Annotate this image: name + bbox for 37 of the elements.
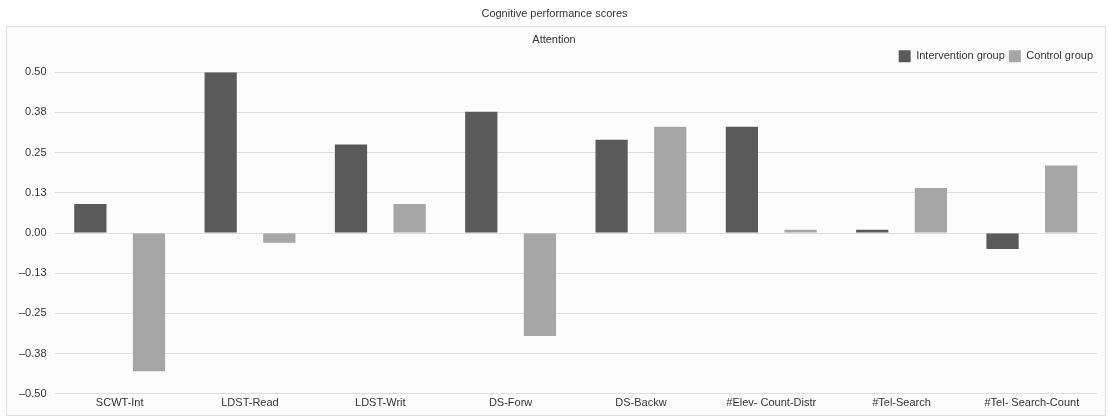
y-tick-label: –0.50 [19, 386, 47, 399]
bar [784, 229, 817, 233]
bar [595, 139, 628, 233]
bar [74, 204, 107, 233]
bar [523, 233, 557, 336]
x-tick-label: #Tel-Search [872, 396, 931, 409]
y-tick-label: –0.38 [19, 346, 47, 359]
y-tick-label: –0.13 [19, 266, 47, 279]
bar [856, 229, 889, 233]
bar [204, 72, 237, 233]
bar [393, 204, 426, 233]
bar [725, 126, 759, 233]
chart-subtitle: Attention [532, 32, 576, 45]
x-tick-label: #Tel- Search-Count [984, 396, 1080, 409]
x-tick-label: DS-Forw [488, 396, 533, 409]
y-tick-label: –0.25 [19, 306, 47, 319]
y-tick-label: 0.50 [25, 65, 47, 78]
bar [465, 111, 498, 233]
bar [914, 187, 947, 233]
bar [132, 233, 166, 372]
legend-label: Control group [1026, 49, 1094, 62]
x-tick-label: #Elev- Count-Distr [726, 396, 817, 409]
bar [986, 233, 1019, 250]
x-tick-label: DS-Backw [615, 396, 667, 409]
y-tick-label: 0.13 [25, 185, 47, 198]
chart-title: Cognitive performance scores [480, 6, 629, 21]
x-tick-label: LDST-Read [221, 396, 279, 409]
x-tick-label: SCWT-Int [95, 396, 144, 409]
bar [654, 126, 687, 233]
bar [334, 144, 368, 233]
bar [263, 233, 296, 243]
y-tick-label: 0.38 [25, 105, 47, 118]
y-tick-label: 0.00 [25, 226, 47, 239]
bar [1045, 165, 1078, 233]
x-tick-label: LDST-Writ [355, 396, 406, 409]
y-tick-label: 0.25 [25, 145, 47, 158]
legend-label: Intervention group [916, 49, 1005, 62]
